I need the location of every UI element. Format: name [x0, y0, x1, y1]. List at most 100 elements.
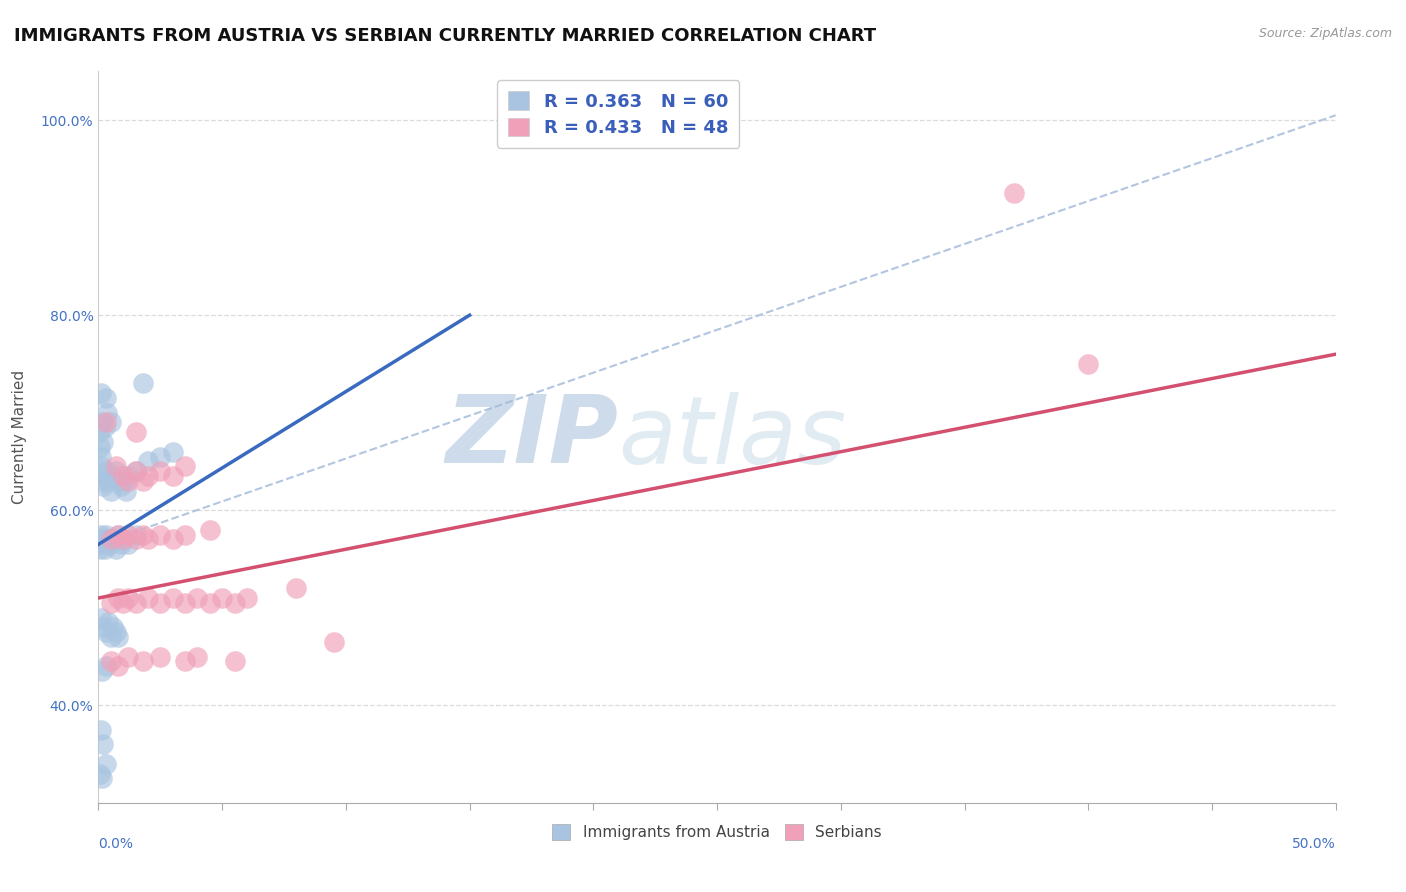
Point	[124, 527, 146, 541]
Point	[174, 527, 197, 541]
Point	[104, 542, 127, 557]
Point	[110, 479, 132, 493]
Point	[149, 450, 172, 464]
Point	[93, 479, 115, 493]
Point	[89, 440, 111, 454]
Point	[107, 591, 129, 605]
Point	[236, 591, 259, 605]
Point	[112, 533, 135, 547]
Point	[93, 737, 115, 751]
Point	[174, 596, 197, 610]
Point	[107, 527, 129, 541]
Point	[107, 630, 129, 644]
Text: Source: ZipAtlas.com: Source: ZipAtlas.com	[1258, 27, 1392, 40]
Point	[211, 591, 233, 605]
Text: 0.0%: 0.0%	[98, 837, 134, 851]
Point	[96, 537, 118, 551]
Point	[103, 620, 125, 634]
Point	[107, 659, 129, 673]
Point	[117, 527, 139, 541]
Point	[91, 416, 114, 430]
Point	[107, 474, 129, 488]
Point	[162, 533, 184, 547]
Point	[174, 654, 197, 668]
Point	[136, 454, 159, 468]
Point	[100, 483, 122, 498]
Point	[149, 596, 172, 610]
Point	[198, 523, 221, 537]
Point	[103, 533, 125, 547]
Point	[124, 425, 146, 440]
Point	[1002, 186, 1025, 201]
Point	[97, 615, 120, 630]
Point	[90, 459, 112, 474]
Point	[198, 596, 221, 610]
Point	[322, 635, 344, 649]
Point	[1077, 357, 1099, 371]
Point	[93, 533, 115, 547]
Point	[136, 533, 159, 547]
Point	[100, 416, 122, 430]
Text: 50.0%: 50.0%	[1292, 837, 1336, 851]
Point	[97, 474, 120, 488]
Point	[93, 420, 115, 434]
Point	[186, 649, 208, 664]
Point	[132, 654, 155, 668]
Point	[162, 444, 184, 458]
Text: atlas: atlas	[619, 392, 846, 483]
Point	[94, 625, 117, 640]
Point	[94, 756, 117, 771]
Point	[93, 542, 115, 557]
Point	[132, 474, 155, 488]
Point	[90, 386, 112, 401]
Y-axis label: Currently Married: Currently Married	[13, 370, 27, 504]
Point	[93, 620, 115, 634]
Point	[93, 434, 115, 449]
Point	[91, 474, 114, 488]
Point	[136, 591, 159, 605]
Point	[124, 464, 146, 478]
Point	[162, 469, 184, 483]
Point	[149, 527, 172, 541]
Point	[112, 469, 135, 483]
Point	[94, 416, 117, 430]
Point	[117, 591, 139, 605]
Point	[136, 469, 159, 483]
Point	[114, 483, 136, 498]
Point	[89, 766, 111, 780]
Point	[224, 596, 246, 610]
Point	[94, 659, 117, 673]
Point	[89, 425, 111, 440]
Point	[100, 630, 122, 644]
Point	[100, 537, 122, 551]
Point	[174, 459, 197, 474]
Point	[94, 464, 117, 478]
Point	[107, 527, 129, 541]
Point	[104, 459, 127, 474]
Point	[162, 591, 184, 605]
Point	[91, 664, 114, 678]
Point	[132, 527, 155, 541]
Point	[94, 391, 117, 405]
Point	[100, 596, 122, 610]
Point	[112, 474, 135, 488]
Point	[104, 464, 127, 478]
Point	[96, 406, 118, 420]
Text: ZIP: ZIP	[446, 391, 619, 483]
Point	[93, 469, 115, 483]
Point	[90, 610, 112, 624]
Point	[91, 772, 114, 786]
Point	[104, 625, 127, 640]
Point	[94, 527, 117, 541]
Point	[90, 527, 112, 541]
Point	[224, 654, 246, 668]
Point	[117, 649, 139, 664]
Point	[117, 474, 139, 488]
Point	[117, 537, 139, 551]
Point	[132, 376, 155, 391]
Point	[149, 464, 172, 478]
Point	[100, 533, 122, 547]
Point	[91, 537, 114, 551]
Text: IMMIGRANTS FROM AUSTRIA VS SERBIAN CURRENTLY MARRIED CORRELATION CHART: IMMIGRANTS FROM AUSTRIA VS SERBIAN CURRE…	[14, 27, 876, 45]
Point	[100, 654, 122, 668]
